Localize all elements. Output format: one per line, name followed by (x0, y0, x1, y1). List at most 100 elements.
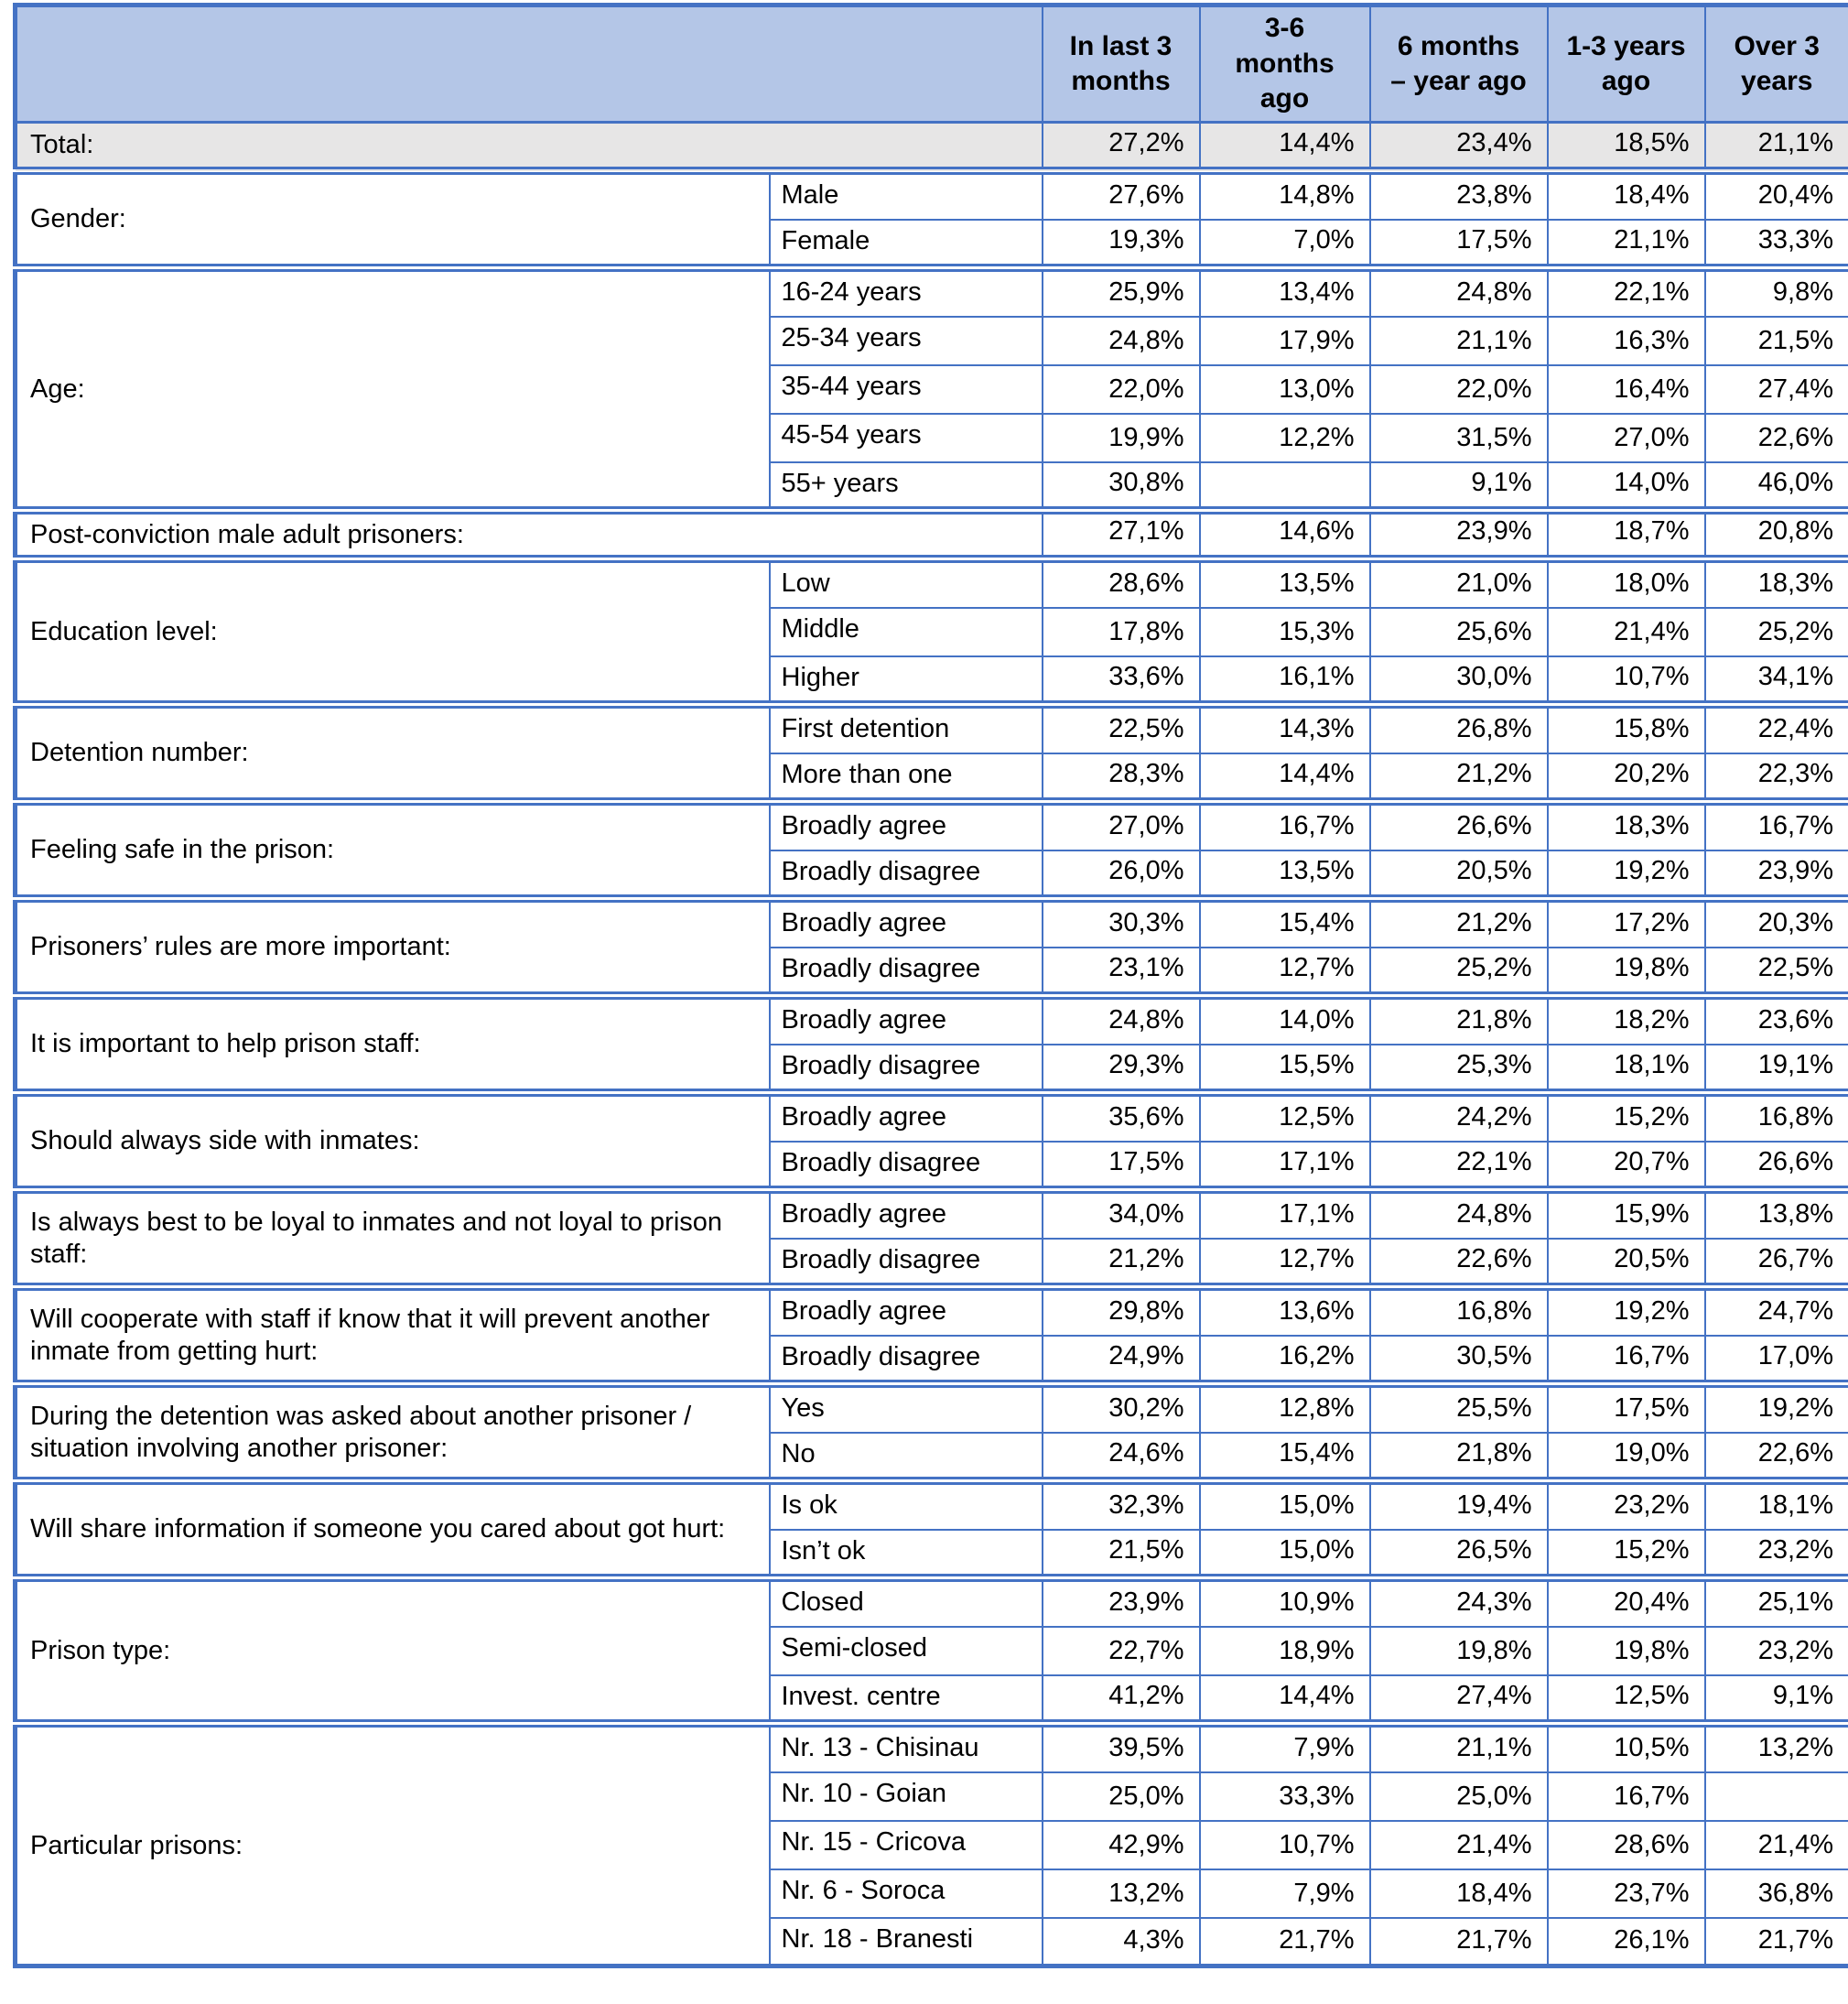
header-corner-cell (14, 4, 1043, 124)
category-label: Will share information if someone you ca… (14, 1477, 771, 1579)
value-cell: 12,7% (1198, 946, 1371, 997)
value-cell: 19,2% (1703, 1380, 1848, 1434)
value-cell: 25,3% (1368, 1043, 1549, 1094)
value-cell: 22,5% (1703, 946, 1848, 997)
value-cell (1703, 1771, 1848, 1822)
value-cell: 17,5% (1368, 218, 1549, 269)
subcategory-label: Broadly agree (768, 894, 1043, 948)
value-cell: 18,5% (1546, 121, 1706, 172)
value-cell: 7,9% (1198, 1719, 1371, 1773)
subcategory-label: Broadly agree (768, 797, 1043, 851)
table-header-row: In last 3 months 3-6 months ago 6 months… (14, 4, 1848, 124)
table-row: Nr. 6 - Soroca 13,2% 7,9% 18,4% 23,7% 36,8% (16, 1868, 1848, 1919)
subcategory-label: Invest. centre (768, 1674, 1043, 1725)
subcategory-label: 45-54 years (768, 412, 1043, 463)
value-cell: 26,6% (1703, 1140, 1848, 1191)
subcategory-label: First detention (768, 700, 1043, 754)
value-cell: 23,8% (1368, 167, 1549, 221)
value-cell: 16,1% (1198, 655, 1371, 706)
table-row: Post-conviction male adult prisoners: 27,… (14, 506, 1848, 560)
value-cell: 20,4% (1703, 167, 1848, 221)
table-row: It is important to help prison staff: Bro… (14, 991, 1848, 1094)
value-cell: 30,5% (1368, 1334, 1549, 1385)
value-cell: 28,3% (1041, 752, 1201, 803)
value-cell: 21,1% (1546, 218, 1706, 269)
value-cell: 22,3% (1703, 752, 1848, 803)
value-cell: 12,8% (1198, 1380, 1371, 1434)
value-cell: 7,9% (1198, 1868, 1371, 1919)
value-cell: 18,4% (1546, 167, 1706, 221)
value-cell: 29,3% (1041, 1043, 1201, 1094)
value-cell: 26,7% (1703, 1237, 1848, 1288)
value-cell: 23,2% (1703, 1625, 1848, 1676)
value-cell: 4,3% (1041, 1916, 1201, 1967)
value-cell: 9,8% (1703, 264, 1848, 318)
value-cell: 22,6% (1368, 1237, 1549, 1288)
value-cell: 21,2% (1368, 894, 1549, 948)
subcategory-label: Nr. 6 - Soroca (768, 1868, 1043, 1919)
value-cell: 24,8% (1368, 1186, 1549, 1240)
subcategory-label: Broadly agree (768, 1283, 1043, 1337)
value-cell: 22,1% (1546, 264, 1706, 318)
value-cell: 30,0% (1368, 655, 1549, 706)
subcategory-label: Broadly disagree (768, 1334, 1043, 1385)
table-row: Broadly disagree 21,2% 12,7% 22,6% 20,5% 26,7… (16, 1237, 1848, 1288)
value-cell: 26,0% (1041, 849, 1201, 900)
value-cell: 27,6% (1041, 167, 1201, 221)
table-row: Female 19,3% 7,0% 17,5% 21,1% 33,3% (16, 218, 1848, 269)
value-cell: 15,0% (1198, 1477, 1371, 1531)
value-cell: 12,5% (1198, 1089, 1371, 1143)
prisoner-survey-table: In last 3 months 3-6 months ago 6 months… (13, 3, 1848, 1968)
category-label: Is always best to be loyal to inmates an… (14, 1186, 771, 1288)
value-cell: 23,9% (1703, 849, 1848, 900)
table-row: Prison type: Closed 23,9% 10,9% 24,3% 20,4% 25… (14, 1574, 1848, 1725)
value-cell: 33,3% (1198, 1771, 1371, 1822)
value-cell: 16,7% (1198, 797, 1371, 851)
table-row: Prisoners’ rules are more important: Broa… (14, 894, 1848, 997)
value-cell: 16,8% (1368, 1283, 1549, 1337)
table-row: Nr. 18 - Branesti 4,3% 21,7% 21,7% 26,1% 21,7… (16, 1916, 1848, 1967)
value-cell: 34,0% (1041, 1186, 1201, 1240)
value-cell: 18,9% (1198, 1625, 1371, 1676)
value-cell: 18,7% (1546, 506, 1706, 560)
subcategory-label: Semi-closed (768, 1625, 1043, 1676)
category-label: Post-conviction male adult prisoners: (14, 506, 1043, 560)
value-cell: 15,4% (1198, 1431, 1371, 1482)
table-row: Broadly disagree 23,1% 12,7% 25,2% 19,8% 22,5… (16, 946, 1848, 997)
value-cell: 14,6% (1198, 506, 1371, 560)
table-row: Age: 16-24 years 25,9% 13,4% 24,8% 22,1% 9,8% (14, 264, 1848, 512)
value-cell: 22,1% (1368, 1140, 1549, 1191)
value-cell: 20,5% (1546, 1237, 1706, 1288)
value-cell: 13,2% (1703, 1719, 1848, 1773)
value-cell: 13,2% (1041, 1868, 1201, 1919)
value-cell: 21,2% (1041, 1237, 1201, 1288)
value-cell: 30,8% (1041, 460, 1201, 512)
value-cell: 21,2% (1368, 752, 1549, 803)
value-cell: 29,8% (1041, 1283, 1201, 1337)
subcategory-label: No (768, 1431, 1043, 1482)
value-cell: 15,4% (1198, 894, 1371, 948)
value-cell: 17,1% (1198, 1186, 1371, 1240)
column-header-in-last-3-months: In last 3 months (1041, 4, 1201, 124)
value-cell: 21,4% (1546, 606, 1706, 657)
table-row: Detention number: First detention 22,5% 14,… (14, 700, 1848, 803)
subcategory-label: 55+ years (768, 460, 1043, 512)
value-cell: 31,5% (1368, 412, 1549, 463)
value-cell: 28,6% (1041, 555, 1201, 609)
table-row: Middle 17,8% 15,3% 25,6% 21,4% 25,2% (16, 606, 1848, 657)
subcategory-label: 16-24 years (768, 264, 1043, 318)
value-cell: 23,6% (1703, 991, 1848, 1045)
category-label: Age: (14, 264, 771, 512)
value-cell: 22,0% (1041, 363, 1201, 415)
table-row: Isn’t ok 21,5% 15,0% 26,5% 15,2% 23,2% (16, 1528, 1848, 1579)
category-label: Particular prisons: (14, 1719, 771, 1967)
value-cell: 19,8% (1546, 946, 1706, 997)
subcategory-label: Nr. 13 - Chisinau (768, 1719, 1043, 1773)
subcategory-label: Middle (768, 606, 1043, 657)
table-row: 55+ years 30,8% 9,1% 14,0% 46,0% (16, 460, 1848, 512)
value-cell: 22,7% (1041, 1625, 1201, 1676)
value-cell: 16,7% (1546, 1334, 1706, 1385)
category-label: Prison type: (14, 1574, 771, 1725)
value-cell: 27,1% (1041, 506, 1201, 560)
category-label: During the detention was asked about ano… (14, 1380, 771, 1482)
